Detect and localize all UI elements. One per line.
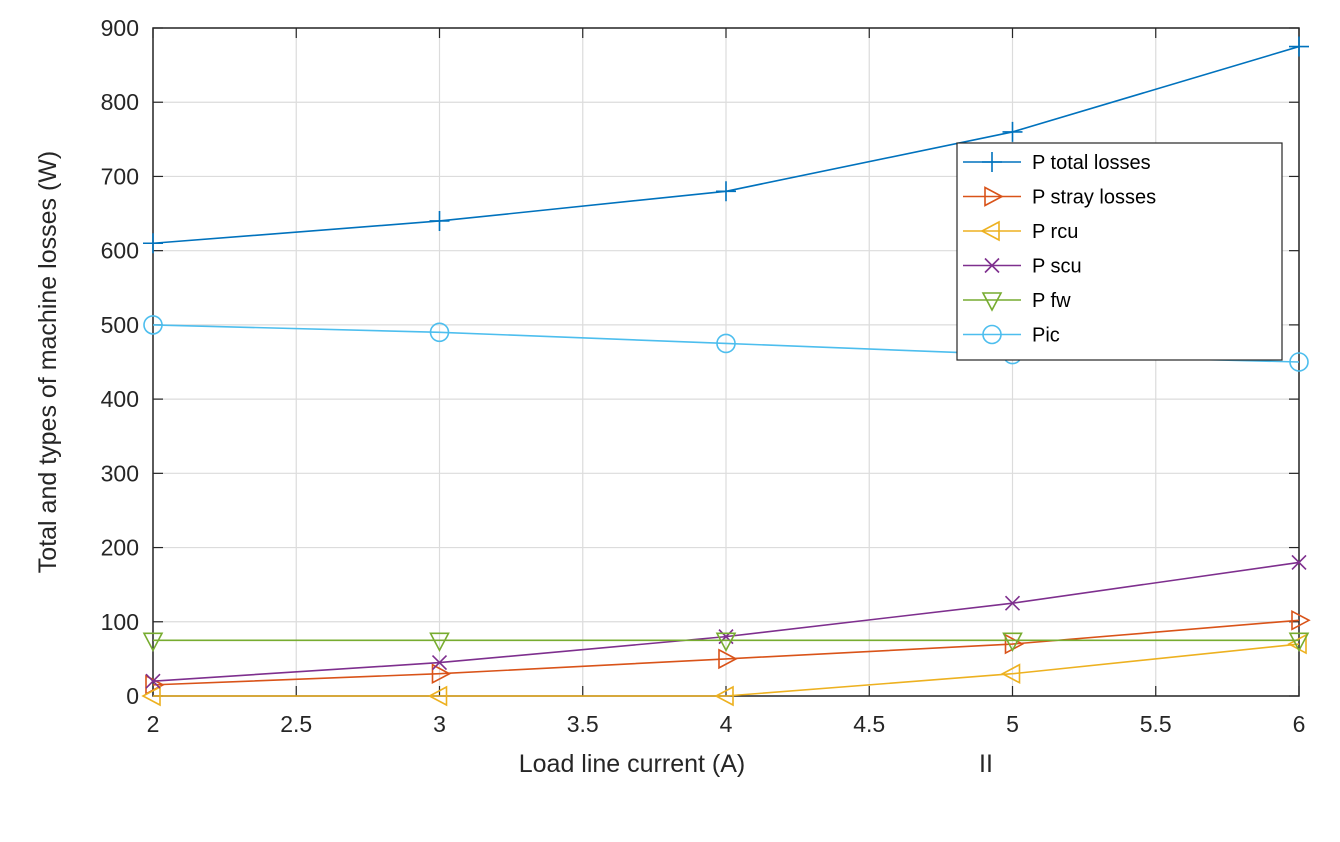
- x-tick-label: 2: [147, 711, 160, 737]
- x-tick-label: 4.5: [853, 711, 885, 737]
- data-point-marker: [141, 685, 161, 707]
- x-axis-label: Load line current (A): [519, 750, 746, 778]
- y-axis-ticks: 0 100 200 300 400 500 600 700 800 900: [101, 15, 1299, 709]
- data-point-marker: [143, 315, 163, 335]
- data-point-marker: [142, 632, 164, 653]
- legend-item: P rcu: [963, 220, 1078, 243]
- data-point-marker: [429, 210, 450, 231]
- x-axis-ticks: 2 2.5 3 3.5 4 4.5 5 5.5 6: [147, 28, 1306, 737]
- legend-marker: [981, 292, 1003, 312]
- data-point-marker: [1289, 352, 1309, 372]
- y-tick-label: 0: [126, 683, 139, 709]
- data-point-marker: [1289, 36, 1309, 57]
- legend-label: P total losses: [1032, 152, 1151, 174]
- legend-item: P scu: [963, 256, 1082, 278]
- data-point-marker: [1288, 632, 1310, 653]
- x-tick-label: 5: [1006, 711, 1019, 737]
- y-tick-label: 100: [101, 609, 139, 635]
- y-tick-label: 200: [101, 535, 139, 561]
- y-tick-label: 500: [101, 312, 139, 338]
- legend-item: P total losses: [963, 152, 1151, 174]
- y-tick-label: 800: [101, 89, 139, 115]
- legend-marker: [982, 324, 1002, 345]
- series-1: [145, 609, 1311, 696]
- data-point-marker: [714, 685, 734, 707]
- legend-marker: [980, 220, 1000, 242]
- legend-label: P fw: [1032, 290, 1071, 312]
- legend: P total losses P stray losses P rcu P scu P …: [956, 142, 1283, 361]
- y-tick-label: 900: [101, 15, 139, 41]
- y-tick-label: 400: [101, 386, 139, 412]
- x-tick-label: 4: [720, 711, 733, 737]
- x-tick-label: 2.5: [280, 711, 312, 737]
- y-tick-label: 600: [101, 238, 139, 264]
- data-point-marker: [716, 181, 736, 202]
- legend-item: P stray losses: [963, 186, 1156, 209]
- data-point-marker: [145, 673, 161, 689]
- legend-marker: [982, 152, 1002, 172]
- data-point-marker: [427, 685, 448, 707]
- y-axis-label: Total and types of machine losses (W): [34, 151, 62, 573]
- legend-item: P fw: [963, 290, 1071, 312]
- y-tick-label: 700: [101, 163, 139, 189]
- series-line: [153, 643, 1300, 697]
- data-point-marker: [1004, 595, 1021, 611]
- grid: [152, 27, 1300, 697]
- legend-item: Pic: [963, 325, 1060, 347]
- series-3: [145, 554, 1307, 689]
- data-point-marker: [1291, 554, 1307, 570]
- data-point-marker: [431, 663, 452, 685]
- data-point-marker: [718, 648, 738, 670]
- data-point-marker: [1000, 663, 1021, 685]
- legend-marker: [984, 186, 1004, 207]
- x-tick-label: 6: [1293, 711, 1306, 737]
- data-point-marker: [429, 322, 450, 343]
- data-point-marker: [143, 233, 163, 254]
- legend-label: Pic: [1032, 325, 1060, 347]
- data-point-marker: [716, 333, 736, 354]
- data-point-marker: [429, 632, 450, 653]
- x-tick-label: 3: [433, 711, 446, 737]
- legend-label: P scu: [1032, 256, 1082, 278]
- data-point-marker: [1291, 609, 1311, 631]
- legend-marker: [984, 257, 1000, 274]
- data-point-marker: [1002, 121, 1023, 142]
- data-point-marker: [431, 655, 448, 671]
- legend-label: P stray losses: [1032, 187, 1156, 209]
- x-tick-label: 5.5: [1140, 711, 1172, 737]
- legend-box: [956, 142, 1283, 361]
- series-line: [152, 619, 1300, 686]
- x-tick-label: 3.5: [567, 711, 599, 737]
- series-4: [142, 632, 1310, 653]
- legend-label: P rcu: [1032, 221, 1078, 243]
- data-point-marker: [1002, 632, 1023, 653]
- series-2: [141, 633, 1307, 707]
- annotation-text: II: [979, 750, 993, 778]
- data-point-marker: [715, 632, 737, 653]
- series-0: [143, 36, 1309, 254]
- y-tick-label: 300: [101, 460, 139, 486]
